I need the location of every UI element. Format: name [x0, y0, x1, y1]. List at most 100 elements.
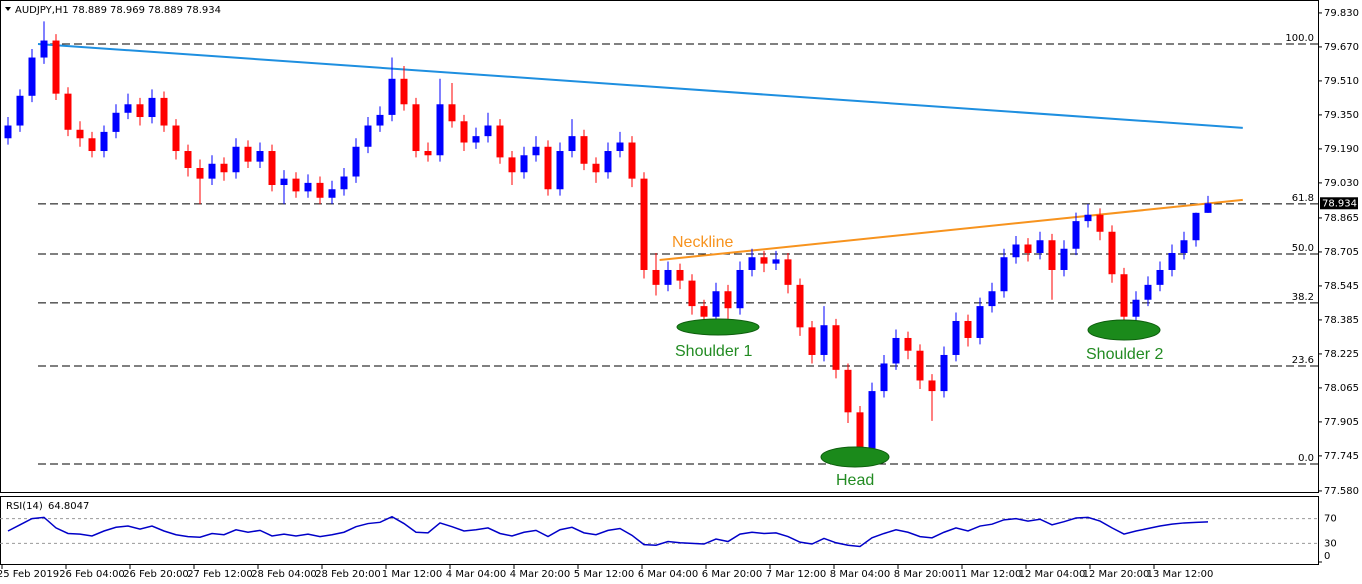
candle-body — [112, 112, 120, 132]
candle — [520, 146, 528, 179]
candle-body — [484, 125, 492, 137]
candle — [868, 382, 876, 455]
candle-body — [208, 163, 216, 179]
candle-body — [40, 40, 48, 58]
candle-body — [844, 369, 852, 413]
candle — [556, 142, 564, 196]
y-tick-label: 78.225 — [1324, 349, 1359, 360]
candle — [1204, 195, 1212, 213]
ohlc-low: 78.889 — [148, 5, 183, 16]
candle — [436, 78, 444, 162]
candle — [496, 119, 504, 164]
price-panel — [0, 0, 1319, 493]
candle-body — [1168, 252, 1176, 270]
y-tick-label: 78.865 — [1324, 213, 1359, 224]
candle — [196, 159, 204, 205]
candle — [484, 112, 492, 143]
candle — [760, 250, 768, 273]
x-tick-label: 11 Mar 12:00 — [955, 569, 1022, 580]
candle-body — [664, 269, 672, 285]
candle — [736, 261, 744, 315]
candle — [1036, 231, 1044, 260]
fib-label: 50.0 — [1292, 243, 1314, 254]
candle-body — [1096, 214, 1104, 232]
ohlc-high: 78.969 — [110, 5, 145, 16]
x-tick-label: 13 Mar 12:00 — [1147, 569, 1214, 580]
y-tick-label: 79.350 — [1324, 110, 1359, 121]
shoulder-2-marker — [1087, 319, 1161, 341]
candle-body — [196, 168, 204, 179]
candle-body — [4, 125, 12, 139]
candle-body — [736, 269, 744, 309]
y-tick-label: 78.385 — [1324, 315, 1359, 326]
candle-body — [184, 151, 192, 169]
x-tick-label: 26 Feb 20:00 — [123, 569, 189, 580]
candle — [616, 131, 624, 158]
candle — [892, 329, 900, 370]
candle-body — [256, 151, 264, 162]
fib-label: 0.0 — [1298, 453, 1314, 464]
candle-body — [364, 125, 372, 147]
candle-body — [616, 142, 624, 152]
candle — [1132, 291, 1140, 324]
candle-body — [328, 189, 336, 198]
candle — [1192, 212, 1200, 247]
candle — [676, 263, 684, 290]
candle-body — [652, 269, 660, 285]
candle — [916, 344, 924, 389]
candle-body — [124, 104, 132, 113]
rsi-tick-label: 70 — [1324, 514, 1337, 525]
candle — [472, 127, 480, 149]
candle-body — [508, 157, 516, 173]
candle — [688, 274, 696, 315]
symbol: AUDJPY,H1 — [15, 5, 69, 16]
candle-body — [856, 412, 864, 449]
candle-body — [628, 142, 636, 179]
x-tick-label: 12 Mar 20:00 — [1083, 569, 1150, 580]
candle-body — [808, 327, 816, 355]
candle — [340, 168, 348, 196]
candle — [220, 157, 228, 181]
plot-layer — [4, 21, 1318, 465]
x-tick-label: 5 Mar 12:00 — [574, 569, 634, 580]
candle-body — [136, 104, 144, 118]
candle-body — [424, 151, 432, 156]
candle-body — [868, 391, 876, 449]
candle — [820, 306, 828, 362]
candle-body — [448, 104, 456, 122]
fib-label: 38.2 — [1292, 292, 1314, 303]
candle — [460, 114, 468, 152]
candle-body — [292, 178, 300, 192]
candle — [184, 144, 192, 177]
candle — [364, 117, 372, 154]
candle — [388, 57, 396, 122]
y-tick-label: 77.745 — [1324, 451, 1359, 462]
price-tag — [1320, 197, 1358, 210]
y-tick-label: 77.580 — [1324, 486, 1359, 497]
candle — [424, 142, 432, 162]
candle-body — [976, 306, 984, 338]
candle — [40, 21, 48, 64]
candle — [172, 119, 180, 160]
candle-body — [1204, 203, 1212, 213]
price-tag-label: 78.934 — [1322, 198, 1357, 209]
candle — [1144, 276, 1152, 307]
candle — [940, 346, 948, 398]
x-tick-label: 26 Feb 04:00 — [59, 569, 125, 580]
candle — [712, 282, 720, 324]
x-tick-label: 28 Feb 04:00 — [251, 569, 317, 580]
candle — [772, 250, 780, 270]
candle-body — [880, 363, 888, 392]
candle — [1156, 261, 1164, 292]
candle-body — [52, 40, 60, 94]
candle — [88, 131, 96, 158]
candle — [412, 97, 420, 158]
candle — [232, 138, 240, 179]
candle — [544, 140, 552, 196]
candle — [268, 144, 276, 192]
x-tick-label: 12 Mar 04:00 — [1019, 569, 1086, 580]
candle — [664, 261, 672, 292]
rsi-panel — [0, 496, 1319, 565]
candle — [652, 252, 660, 296]
candle — [640, 172, 648, 279]
